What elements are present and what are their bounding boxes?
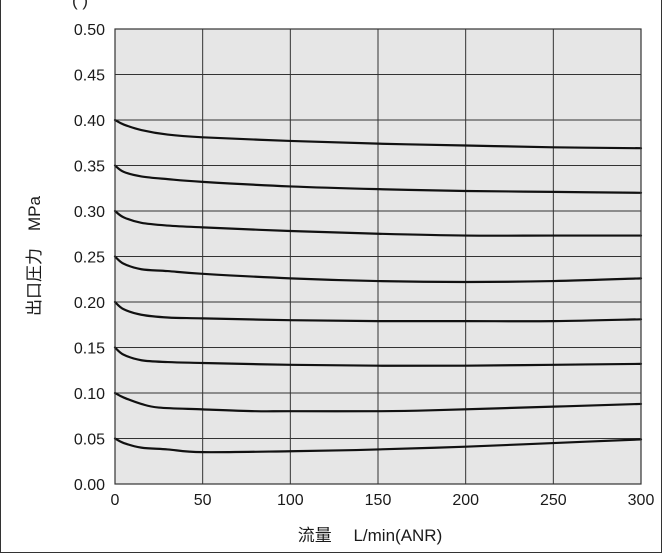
x-tick-label: 200 [452,492,479,509]
x-tick-label: 150 [365,492,392,509]
x-tick-label: 0 [111,492,120,509]
y-tick-label: 0.30 [74,204,105,221]
series-line-5 [113,300,643,323]
series-group [113,118,643,454]
y-tick-label: 0.00 [74,477,105,494]
y-tick-label: 0.25 [74,250,105,267]
x-tick-label: 250 [540,492,567,509]
x-tick-label: 50 [194,492,212,509]
series-line-4 [113,255,643,284]
y-tick-label: 0.05 [74,432,105,449]
y-tick-label: 0.20 [74,295,105,312]
series-line-6 [113,346,643,367]
y-tick-label: 0.15 [74,341,105,358]
y-axis-label: 出口圧力 MPa [25,195,44,315]
y-tick-label: 0.10 [74,386,105,403]
y-tick-label: 0.40 [74,113,105,130]
x-tick-label: 300 [628,492,655,509]
series-line-8 [113,437,643,454]
y-tick-label: 0.35 [74,159,105,176]
x-tick-label: 100 [277,492,304,509]
y-tick-label: 0.50 [74,22,105,39]
series-line-2 [113,164,643,194]
series-line-1 [113,118,643,150]
series-line-7 [113,391,643,413]
y-axis: 0.00 0.05 0.10 0.15 0.20 0.25 0.30 0.35 0.40 0.45… [74,22,105,494]
series-line-3 [113,209,643,237]
x-axis: 0 50 100 150 200 250 300 [111,492,655,509]
y-tick-label: 0.45 [74,68,105,85]
plot-border [114,28,642,485]
x-axis-label: 流量 L/min(ANR) [298,526,443,545]
clipped-title-fragment: ( ) [72,0,89,10]
